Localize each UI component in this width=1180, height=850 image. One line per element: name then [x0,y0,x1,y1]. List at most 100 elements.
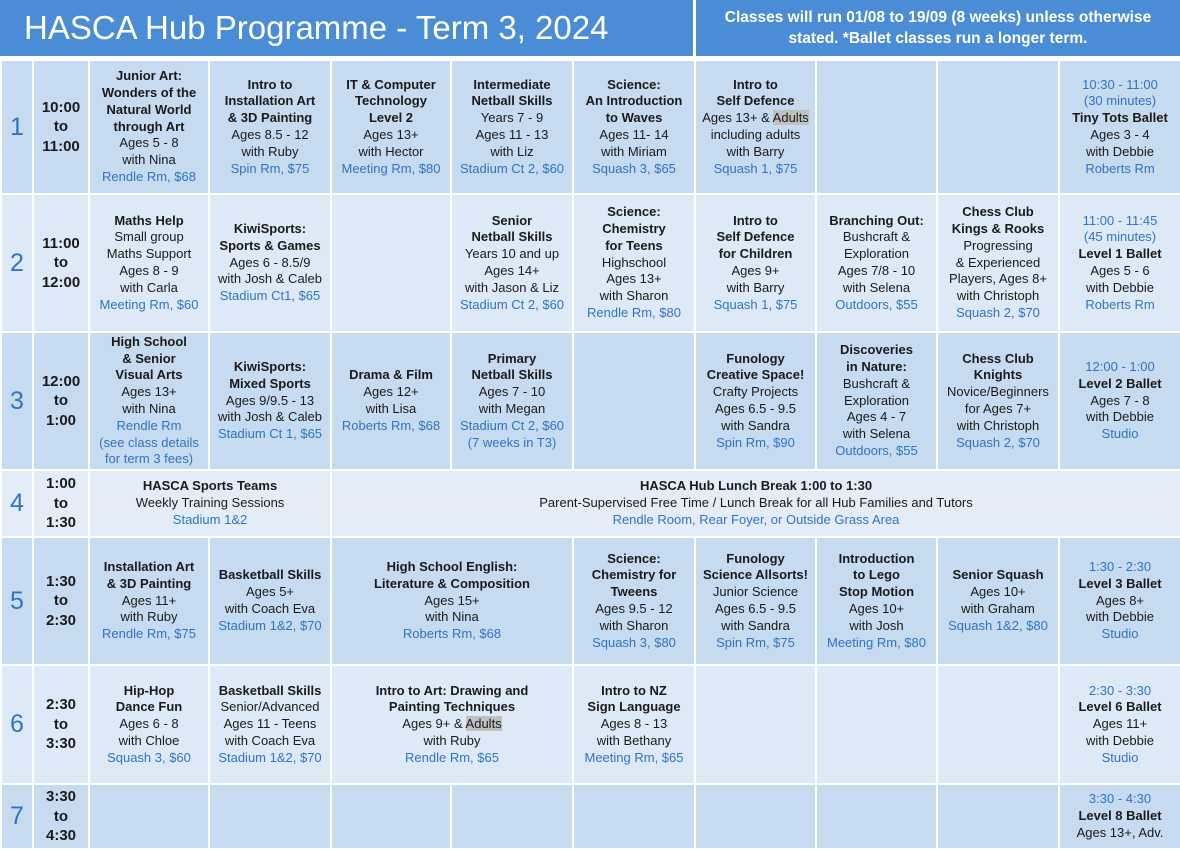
class-detail: Ages 9/9.5 - 13 [225,392,315,408]
class-title: Wonders of the [101,85,197,100]
time-line: 1:30 [45,572,77,590]
class-detail: with Josh & Caleb [217,271,323,287]
class-detail: with Barry [726,279,785,295]
class-detail: Ages 13+, Adv. [1076,824,1164,840]
class-title: Junior Art: [116,68,182,84]
empty-cell [450,783,574,850]
class-detail: Ages 9.5 - 12 [595,601,673,616]
class-title: Level 2 Ballet [1078,375,1162,391]
period-time: 1:30 to 2:30 [32,536,90,666]
class-detail: Ages 11 - 13 [475,127,549,142]
class-cell: Hip-Hop Dance Fun Ages 6 - 8 with Chloe Squa… [88,664,210,785]
class-detail: Highschool [601,254,667,270]
time-line: 1:00 [45,475,77,493]
empty-cell [330,193,452,333]
class-detail: with Nina [425,609,479,625]
class-title: Self Defence [716,93,795,109]
timetable-row: 1 10:00 to 11:00 Junior Art: Wonders of the Na… [0,59,1180,195]
timetable-row: 7 3:30 to 4:30 3:30 - 4:30 Level 8 Ballet Ages… [0,783,1180,850]
class-detail: Bushcraft & [842,229,911,245]
class-cell: Intermediate Netball Skills Years 7 - 9 Age… [450,59,574,195]
time-line: 1:30 [45,514,77,532]
class-detail: Ages 8+ [1095,592,1145,608]
class-detail: Ages 13+ & Adults [698,110,813,127]
class-time: 12:00 - 1:00 [1085,359,1155,374]
class-title: Self Defence [716,229,795,245]
class-location: Squash 2, $70 [956,304,1040,320]
class-time: 2:30 - 3:30 [1088,682,1152,698]
class-title: for Teens [605,237,663,253]
empty-cell [572,331,696,471]
timetable-row: 3 12:00 to 1:00 High School & Senior Visual Ar… [0,331,1180,471]
class-location: Spin Rm, $75 [716,634,795,650]
class-cell: Science: Chemistry for Teens Highschool Ages… [572,193,696,333]
class-time: 11:00 - 11:45 [1082,212,1158,228]
class-detail: Ages 12+ [363,384,419,400]
class-title: Tweens [610,584,658,600]
class-detail: Ages 13+ [363,127,419,142]
class-location: Squash 3, $65 [592,160,676,176]
class-detail: with Christoph [956,288,1040,304]
class-title: HASCA Hub Lunch Break 1:00 to 1:30 [639,478,873,494]
class-location: Squash 3, $60 [107,749,191,765]
time-line: to [53,392,69,410]
empty-cell [936,59,1060,195]
class-cell: HASCA Sports Teams Weekly Training Sessio… [88,469,332,538]
class-title: An Introduction [585,93,683,109]
class-cell: 11:00 - 11:45 (45 minutes) Level 1 Ballet A… [1058,193,1180,333]
class-cell: Intro to Self Defence Ages 13+ & Adults inc… [694,59,817,195]
class-detail: with Coach Eva [224,732,316,748]
class-cell: Drama & Film Ages 12+ with Lisa Roberts Rm,… [330,331,452,471]
class-detail: Ages 9+ [731,263,780,278]
class-title: IT & Computer [346,76,436,92]
class-location: Spin Rm, $90 [716,434,795,450]
class-detail: for Ages 7+ [964,401,1032,416]
class-title: Primary [487,350,537,366]
time-line: to [53,254,69,272]
class-cell: Introduction to Lego Stop Motion Ages 10+ wi… [815,536,938,666]
class-title: & 3D Painting [106,575,192,591]
empty-cell [815,664,938,785]
class-location: Roberts Rm [1085,160,1155,176]
class-detail: Ages 8.5 - 12 [231,127,309,142]
class-detail: with Sharon [599,288,669,304]
class-location: Squash 1, $75 [713,160,798,176]
class-title: Chess Club [962,204,1034,220]
class-title: Funology [726,350,785,366]
class-location: Squash 1, $75 [713,296,798,312]
class-detail: Weekly Training Sessions [135,495,285,511]
class-detail: Ages 8 - 9 [119,263,179,278]
class-cell: Intro to NZ Sign Language Ages 8 - 13 with … [572,664,696,785]
class-title: Mixed Sports [229,375,311,391]
class-detail: with Bethany [596,732,672,748]
class-cell: Chess Club Knights Novice/Beginners for Age… [936,331,1060,471]
class-cell: High School & Senior Visual Arts Ages 13+ wi… [88,331,210,471]
class-title: HASCA Sports Teams [142,478,278,494]
class-detail: Novice/Beginners [947,384,1049,400]
class-location: Stadium Ct 2, $60 [459,296,565,312]
time-line: to [53,807,69,825]
class-location: for term 3 fees) [104,451,194,467]
class-cell: HASCA Hub Lunch Break 1:00 to 1:30 Parent… [330,469,1180,538]
time-line: 3:30 [45,788,77,806]
class-detail: including adults [710,127,801,142]
class-detail: with Graham [961,601,1035,616]
class-detail: with Ruby [120,609,178,625]
class-title: Intro to [733,212,778,228]
class-detail: with Josh & Caleb [217,409,323,425]
period-time: 12:00 to 1:00 [32,331,90,471]
class-detail: Senior/Advanced [220,699,320,715]
class-title: Level 8 Ballet [1078,808,1162,824]
class-title: High School [111,333,187,349]
empty-cell [936,783,1060,850]
class-title: Installation Art [103,559,195,574]
class-cell: Intro to Installation Art & 3D Painting Age… [208,59,332,195]
class-title: Netball Skills [471,229,553,245]
class-detail: Ages 4 - 7 [846,409,907,425]
class-cell: Basketball Skills Senior/Advanced Ages 11 … [208,664,332,785]
class-detail: Bushcraft & [842,375,911,391]
class-title: for Children [718,246,793,262]
class-location: Stadium Ct 2, $60 [459,160,565,176]
class-location: Stadium 1&2 [172,511,248,527]
